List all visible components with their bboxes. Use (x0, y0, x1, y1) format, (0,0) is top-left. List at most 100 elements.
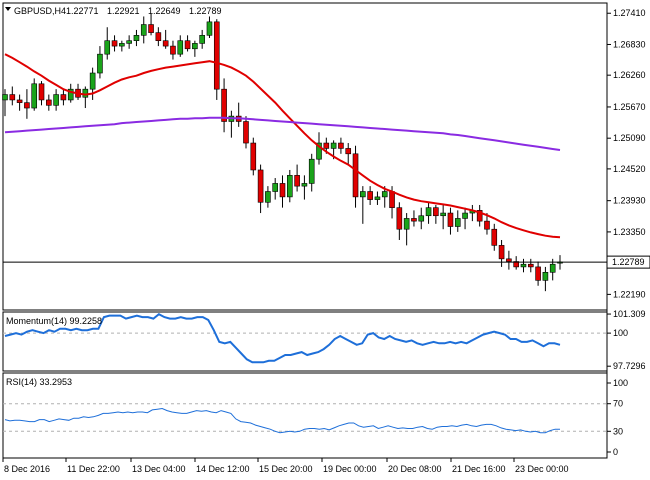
rsi-tick-label: 100 (613, 378, 628, 388)
candle (272, 178, 278, 200)
candle (46, 94, 52, 111)
rsi-label: RSI(14) 33.2953 (6, 377, 72, 387)
current-price-label: 1.22789 (612, 257, 645, 267)
candle (367, 186, 373, 205)
momentum-label: Momentum(14) 99.2258 (6, 316, 102, 326)
candle (279, 175, 286, 208)
candle (535, 261, 541, 286)
price-tick-label: 1.22190 (613, 289, 646, 299)
candle (513, 256, 519, 270)
candle (67, 83, 74, 103)
candle (338, 137, 344, 154)
time-axis-label: 23 Dec 00:00 (515, 464, 569, 474)
rsi-tick-label: 70 (613, 399, 623, 409)
candle (9, 86, 16, 106)
candle (199, 29, 205, 49)
price-tick-label: 1.23930 (613, 196, 646, 206)
dropdown-triangle-icon[interactable] (5, 7, 11, 11)
candle (403, 213, 410, 246)
price-tick-label: 1.26830 (613, 39, 646, 49)
open-value: 1.22771 (66, 6, 99, 16)
time-axis-label: 11 Dec 22:00 (67, 464, 120, 474)
candle (360, 186, 366, 224)
candle (89, 67, 96, 100)
candle (104, 27, 111, 60)
close-value: 1.22789 (189, 6, 222, 16)
candle (177, 35, 184, 57)
symbol-label: GBPUSD,H4 (14, 6, 66, 16)
candle (38, 81, 45, 106)
candle (542, 266, 549, 292)
candle (24, 89, 30, 119)
candle (2, 89, 8, 117)
current-price-tag (606, 255, 650, 269)
candle (213, 19, 220, 100)
price-tick-label: 1.27410 (613, 8, 646, 18)
candle (60, 89, 67, 106)
momentum-tick-label: 101.309 (613, 309, 646, 319)
candle (484, 213, 490, 235)
candle (411, 210, 417, 227)
candle (119, 40, 125, 52)
candle (294, 164, 300, 192)
candle (140, 16, 147, 44)
candle (170, 40, 176, 60)
fast-moving-average-line (4, 53, 561, 239)
price-tick-label: 1.26260 (613, 70, 646, 80)
candle (491, 223, 498, 251)
price-tick-label: 1.25090 (613, 133, 646, 143)
candle (396, 202, 403, 240)
candle (206, 16, 213, 39)
candle (308, 153, 315, 192)
candle (148, 13, 154, 36)
candle (162, 29, 169, 49)
low-value: 1.22649 (148, 6, 181, 16)
candle (447, 207, 454, 235)
candle (257, 164, 264, 214)
slow-moving-average-line (4, 116, 561, 151)
candle (425, 202, 432, 224)
candle (111, 35, 118, 52)
time-axis-label: 21 Dec 16:00 (452, 464, 506, 474)
candle (155, 27, 162, 47)
candle (527, 258, 534, 273)
time-axis-label: 13 Dec 04:00 (132, 464, 186, 474)
rsi-tick-label: 0 (613, 447, 618, 457)
time-axis-label: 14 Dec 12:00 (196, 464, 250, 474)
candle (352, 145, 359, 208)
candle (16, 94, 23, 111)
candle (243, 116, 249, 149)
high-value: 1.22921 (107, 6, 140, 16)
candle (53, 89, 59, 111)
candle (126, 35, 132, 49)
candle (374, 191, 381, 205)
momentum-tick-label: 97.7296 (613, 361, 646, 371)
candle (462, 207, 468, 230)
price-tick-label: 1.25670 (613, 102, 646, 112)
candle (133, 29, 140, 47)
time-axis-label: 19 Dec 00:00 (323, 464, 377, 474)
time-axis-label: 15 Dec 20:00 (259, 464, 313, 474)
chart-header: GBPUSD,H4 1.22771 1.22921 1.22649 1.2278… (5, 6, 222, 16)
time-axis-label: 8 Dec 2016 (4, 464, 50, 474)
momentum-line (4, 313, 561, 364)
candle (250, 137, 257, 176)
price-tick-label: 1.23350 (613, 227, 646, 237)
price-tick-label: 1.24520 (613, 164, 646, 174)
candle (287, 169, 293, 203)
rsi-line (4, 407, 560, 434)
candle (506, 250, 512, 270)
candle (520, 258, 527, 273)
candle (418, 207, 425, 230)
candle (476, 204, 483, 227)
candle (316, 132, 322, 165)
candle (31, 78, 38, 111)
candle (265, 186, 271, 208)
candle (301, 175, 308, 200)
candle (440, 204, 446, 230)
candle (345, 143, 352, 165)
candle (454, 210, 461, 232)
time-axis-label: 20 Dec 08:00 (388, 464, 442, 474)
rsi-tick-label: 30 (613, 426, 623, 436)
